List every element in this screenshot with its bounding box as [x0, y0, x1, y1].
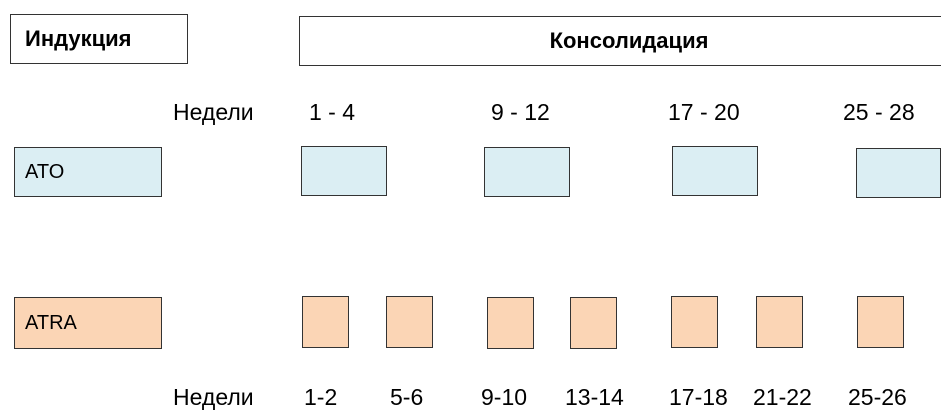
ato-legend-box: ATO: [14, 147, 162, 197]
atra-block: [302, 296, 349, 348]
atra-block: [570, 297, 617, 349]
atra-week-range: 5-6: [390, 384, 424, 410]
atra-week-range: 25-26: [848, 384, 907, 410]
ato-label: ATO: [25, 160, 65, 183]
consolidation-header-box: Консолидация: [299, 16, 941, 66]
induction-label: Индукция: [25, 26, 132, 51]
consolidation-label: Консолидация: [549, 28, 709, 53]
atra-week-range: 17-18: [669, 384, 728, 410]
ato-week-range: 9 - 12: [491, 99, 550, 125]
atra-week-range: 21-22: [753, 384, 812, 410]
atra-block: [671, 296, 718, 348]
ato-block: [856, 148, 941, 198]
atra-week-range: 1-2: [304, 384, 338, 410]
ato-block: [672, 146, 758, 196]
atra-legend-box: ATRA: [14, 297, 162, 349]
atra-weeks-caption: Недели: [173, 384, 254, 410]
atra-block: [487, 297, 534, 349]
atra-label: ATRA: [25, 311, 77, 334]
atra-block: [756, 296, 803, 348]
ato-weeks-caption: Недели: [173, 99, 254, 125]
ato-block: [484, 147, 570, 197]
ato-week-range: 1 - 4: [309, 99, 356, 125]
ato-week-range: 17 - 20: [668, 99, 740, 125]
atra-week-range: 13-14: [565, 384, 624, 410]
atra-block: [386, 296, 433, 348]
induction-header-box: Индукция: [10, 14, 188, 64]
ato-week-range: 25 - 28: [843, 99, 915, 125]
atra-block: [857, 296, 904, 348]
ato-block: [301, 146, 387, 196]
atra-week-range: 9-10: [481, 384, 528, 410]
